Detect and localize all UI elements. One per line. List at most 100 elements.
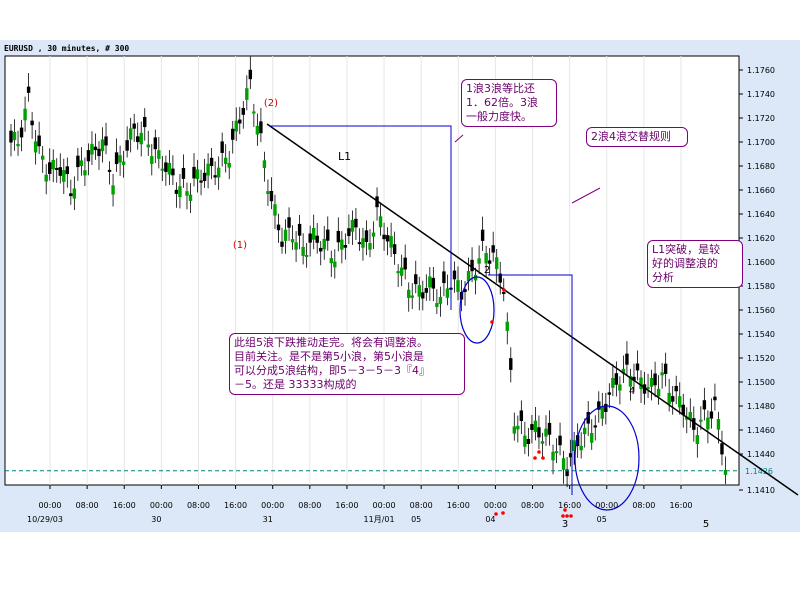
candle-body <box>410 295 414 298</box>
trendline-l1-label: L1 <box>338 150 351 163</box>
candle-body <box>709 411 714 419</box>
x-date-label: 04 <box>485 515 495 524</box>
chart-symbol-title: EURUSD , 30 minutes, # 300 <box>4 44 130 53</box>
y-tick-label: 1.1460 <box>747 426 775 435</box>
candle-body <box>706 417 710 430</box>
candle-body <box>713 396 717 401</box>
candle-body <box>424 288 429 293</box>
candle-body <box>604 403 608 412</box>
candle-body <box>597 401 601 410</box>
candle-body <box>171 168 175 176</box>
x-tick-label: 08:00 <box>410 501 433 510</box>
candle-body <box>438 296 443 304</box>
candle-body <box>329 258 333 264</box>
candle-body <box>544 428 548 437</box>
candle-body <box>343 244 348 248</box>
x-tick-label: 00:00 <box>38 501 61 510</box>
candle-body <box>153 137 158 150</box>
callout-pointer <box>571 187 601 204</box>
y-tick-label: 1.1760 <box>747 66 775 75</box>
candle-body <box>392 244 397 254</box>
callout-wave-ratio: 1浪3浪等比还 1．62倍。3浪 一般力度快。 <box>461 79 557 127</box>
y-tick-label: 1.1580 <box>747 282 775 291</box>
candle-body <box>618 384 622 391</box>
x-tick-label: 08:00 <box>632 501 655 510</box>
candle-body <box>178 186 182 198</box>
candle-body <box>234 120 238 132</box>
wave-label: 4 <box>629 386 635 397</box>
signal-dot <box>537 450 541 454</box>
candle-body <box>185 191 189 196</box>
candle-body <box>463 289 467 293</box>
candle-body <box>181 167 186 179</box>
candle-body <box>287 217 291 228</box>
y-tick-label: 1.1410 <box>747 486 775 495</box>
signal-dot <box>502 288 506 292</box>
candle-body <box>699 419 703 422</box>
candle-body <box>322 238 326 250</box>
candle-body <box>354 218 358 228</box>
candle-body <box>357 242 362 245</box>
candle-body <box>368 243 372 250</box>
candle-body <box>607 392 612 395</box>
y-tick-label: 1.1620 <box>747 234 775 243</box>
candle-body <box>347 228 351 237</box>
candle-body <box>167 162 172 175</box>
candle-body <box>674 385 678 392</box>
candle-body <box>255 125 260 135</box>
candle-body <box>294 242 298 250</box>
candle-body <box>523 435 527 447</box>
candle-body <box>660 372 664 376</box>
candle-body <box>139 132 143 145</box>
signal-dot <box>565 514 569 518</box>
wave-label: 2 <box>484 265 490 276</box>
candle-body <box>241 108 245 115</box>
candle-body <box>399 267 404 276</box>
x-tick-label: 08:00 <box>187 501 210 510</box>
candle-body <box>273 204 277 216</box>
candle-body <box>9 130 13 143</box>
candle-body <box>537 427 541 438</box>
candle-body <box>209 157 214 166</box>
candle-body <box>364 230 369 242</box>
candle-body <box>157 150 161 159</box>
candle-body <box>625 353 629 365</box>
candle-body <box>266 191 270 194</box>
callout-pointer <box>454 134 464 143</box>
y-axis: 1.1760 1.1740 1.1720 1.1700 1.1680 1.1660 1.16… <box>739 66 775 495</box>
candle-body <box>723 469 728 475</box>
candle-body <box>79 160 84 167</box>
candle-body <box>188 194 193 201</box>
candle-body <box>382 234 386 240</box>
ellipse-wave2 <box>459 276 495 344</box>
candle-body <box>125 140 129 151</box>
candle-body <box>509 358 513 370</box>
candle-body <box>213 175 217 178</box>
candle-body <box>199 180 203 183</box>
candle-body <box>97 148 101 157</box>
signal-dot <box>533 456 537 460</box>
candle-body <box>37 135 41 147</box>
candle-body <box>519 410 524 421</box>
candle-body <box>656 388 661 397</box>
candle-body <box>206 163 210 176</box>
wave-label: 3 <box>562 519 568 530</box>
candle-body <box>23 108 27 121</box>
candle-body <box>702 400 707 410</box>
x-tick-label: 08:00 <box>298 501 321 510</box>
candle-body <box>65 166 70 175</box>
candle-body <box>132 123 136 129</box>
y-tick-label: 1.1720 <box>747 114 775 123</box>
candle-body <box>114 152 119 165</box>
candle-body <box>333 261 337 268</box>
candle-body <box>361 238 365 248</box>
signal-dot <box>561 514 565 518</box>
candle-body <box>526 439 531 445</box>
candle-body <box>495 257 499 270</box>
candle-body <box>579 445 583 451</box>
candle-body <box>649 377 654 387</box>
candle-body <box>111 185 115 195</box>
candle-body <box>12 131 17 141</box>
signal-dot <box>569 514 573 518</box>
